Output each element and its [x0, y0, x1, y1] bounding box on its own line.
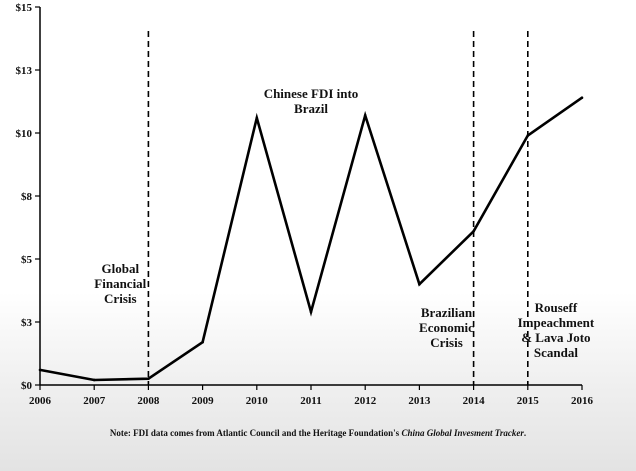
- footnote: Note: FDI data comes from Atlantic Counc…: [0, 428, 636, 438]
- event-label-rouseff-impeachment-line: Scandal: [534, 345, 578, 360]
- fdi-line-chart: $0 $3 $5 $8 $10 $13 $15 2006 2007 2008 2009 2010 201…: [16, 2, 595, 407]
- x-tick-label: 2008: [137, 395, 160, 407]
- data-point: [580, 96, 584, 100]
- y-tick-label: $0: [21, 380, 33, 392]
- x-tick-label: 2012: [354, 395, 377, 407]
- y-tick-label: $10: [16, 128, 33, 140]
- x-tick-label: 2013: [408, 395, 431, 407]
- data-point: [38, 368, 42, 372]
- x-tick-label: 2006: [29, 395, 52, 407]
- event-markers: [147, 31, 529, 385]
- event-label-rouseff-impeachment-line: & Lava Joto: [521, 330, 590, 345]
- footnote-suffix: .: [523, 428, 527, 438]
- event-label-brazilian-economic-crisis-line: Brazilian: [421, 305, 473, 320]
- data-point: [201, 340, 204, 344]
- chart-labels: Chinese FDI intoBrazilGlobalFinancialCri…: [94, 86, 595, 360]
- footnote-prefix: Note: FDI data comes from Atlantic Counc…: [109, 428, 402, 438]
- x-tick-label: 2014: [463, 395, 486, 407]
- y-tick-label: $15: [16, 2, 33, 14]
- event-label-brazilian-economic-crisis-line: Economic: [419, 320, 474, 335]
- event-label-global-financial-crisis-line: Financial: [94, 276, 146, 291]
- event-label-global-financial-crisis-line: Crisis: [104, 291, 137, 306]
- x-tick-label: 2007: [83, 395, 106, 407]
- event-label-rouseff-impeachment-line: Impeachment: [518, 315, 595, 330]
- event-label-global-financial-crisis-line: Global: [102, 261, 140, 276]
- data-point: [418, 282, 421, 286]
- x-tick-label: 2009: [192, 395, 215, 407]
- y-tick-label: $3: [21, 317, 33, 329]
- data-point: [255, 116, 259, 120]
- event-label-brazilian-economic-crisis-line: Crisis: [430, 335, 463, 350]
- x-tick-label: 2015: [517, 395, 540, 407]
- y-tick-label: $13: [16, 65, 33, 77]
- x-tick-label: 2016: [571, 395, 594, 407]
- y-tick-label: $8: [21, 191, 33, 203]
- data-point: [526, 134, 530, 137]
- y-tick-label: $5: [21, 254, 33, 266]
- data-point: [472, 229, 475, 233]
- x-tick-label: 2011: [300, 395, 321, 407]
- footnote-source: China Global Invesment Tracker: [401, 428, 524, 438]
- series-layer: [38, 96, 584, 382]
- data-point: [92, 378, 96, 382]
- data-point: [147, 377, 150, 381]
- axes: $0 $3 $5 $8 $10 $13 $15 2006 2007 2008 2009 2010 201…: [16, 2, 594, 407]
- series-label-line: Brazil: [294, 101, 328, 116]
- series-label-line: Chinese FDI into: [264, 86, 359, 101]
- data-point: [363, 114, 367, 117]
- event-label-rouseff-impeachment-line: Rouseff: [535, 300, 578, 315]
- x-tick-label: 2010: [246, 395, 269, 407]
- data-point: [309, 310, 313, 314]
- fdi-series-line: [39, 96, 583, 382]
